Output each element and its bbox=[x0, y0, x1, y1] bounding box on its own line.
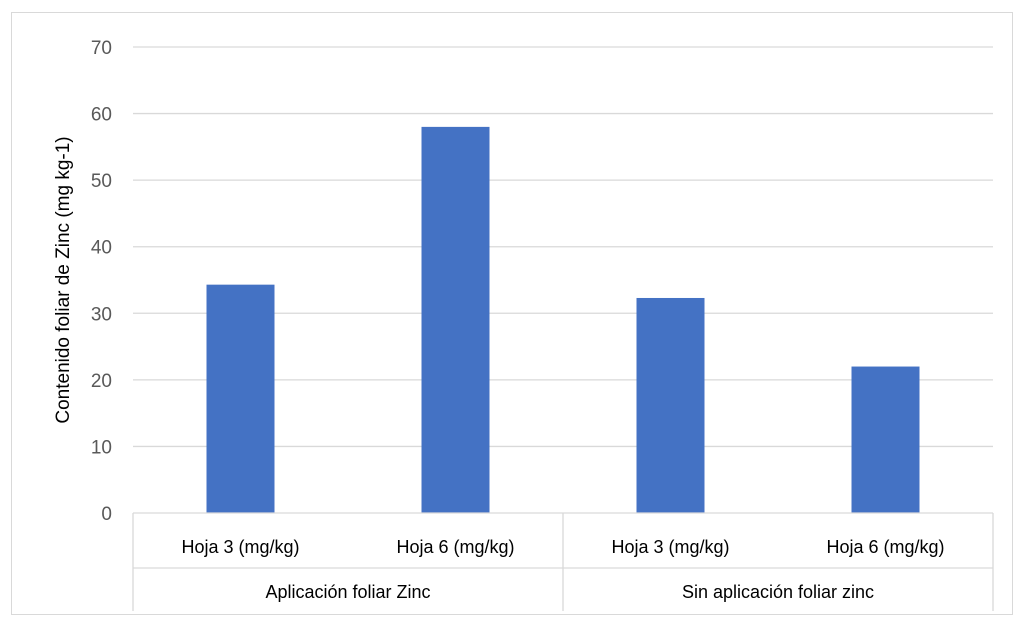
bar bbox=[636, 297, 705, 513]
x-tick-label: Hoja 3 (mg/kg) bbox=[611, 537, 729, 557]
bar bbox=[206, 284, 275, 513]
bar bbox=[851, 366, 920, 513]
y-tick-label: 30 bbox=[91, 304, 112, 325]
x-group-label: Sin aplicación foliar zinc bbox=[682, 582, 874, 602]
y-axis-label: Contenido foliar de Zinc (mg kg-1) bbox=[53, 136, 74, 423]
x-tick-label: Hoja 6 (mg/kg) bbox=[826, 537, 944, 557]
y-tick-label: 40 bbox=[91, 238, 112, 259]
x-tick-label: Hoja 6 (mg/kg) bbox=[396, 537, 514, 557]
x-tick-label: Hoja 3 (mg/kg) bbox=[181, 537, 299, 557]
bar bbox=[421, 126, 490, 513]
bars bbox=[206, 126, 920, 513]
y-tick-label: 0 bbox=[101, 504, 112, 525]
axes: 0 10 20 30 40 50 60 70 Hoja 3 (mg/kg) Hoja 6 (mg/… bbox=[91, 38, 994, 611]
gridlines bbox=[133, 46, 993, 448]
y-tick-label: 10 bbox=[91, 437, 112, 458]
y-tick-label: 70 bbox=[91, 38, 112, 59]
y-tick-label: 50 bbox=[91, 171, 112, 192]
y-tick-label: 60 bbox=[91, 105, 112, 126]
x-group-label: Aplicación foliar Zinc bbox=[265, 582, 430, 602]
y-tick-label: 20 bbox=[91, 371, 112, 392]
